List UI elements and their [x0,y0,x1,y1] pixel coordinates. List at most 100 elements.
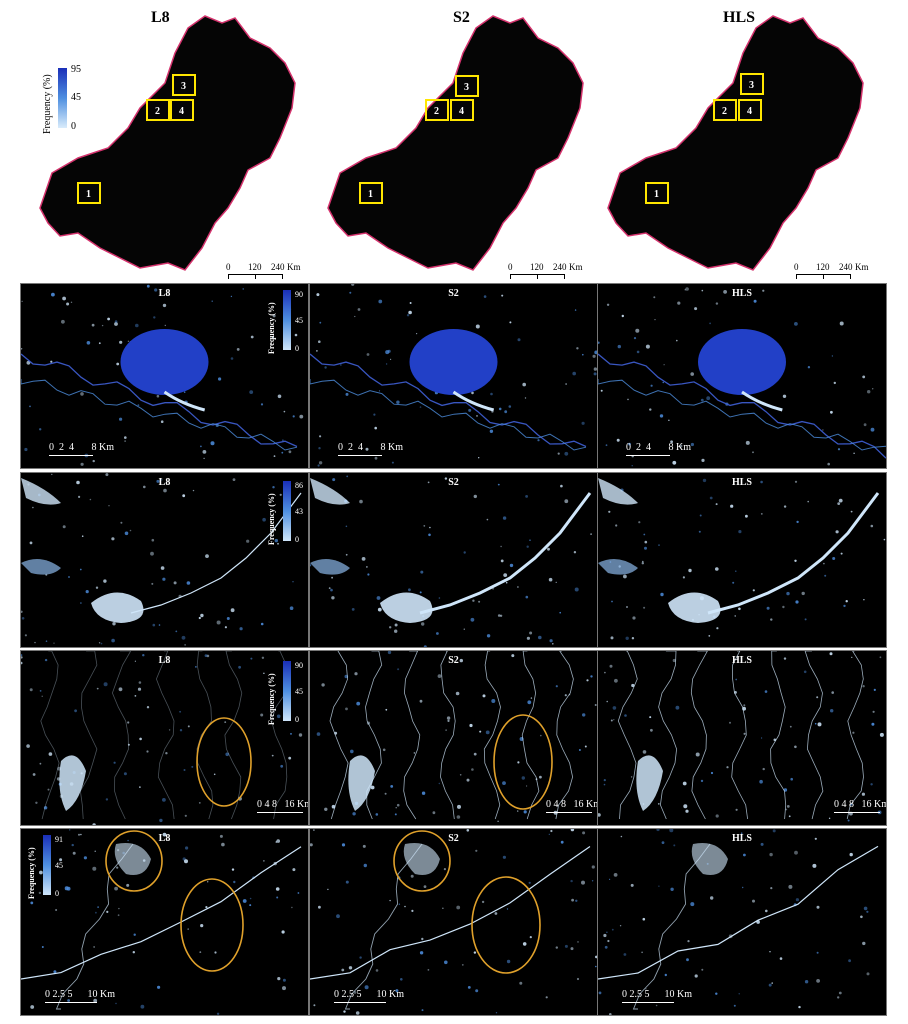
legend-min: 0 [295,344,299,353]
legend-max: 86 [295,481,303,490]
legend-max: 91 [55,835,63,844]
box-2 [713,99,737,121]
legend-min: 0 [295,715,299,724]
overview-map-hls: 1 2 3 4 [598,8,888,280]
panel-title: S2 [448,288,459,299]
box-label-3: 3 [749,80,754,91]
box-1 [77,182,101,204]
detail-panel-row1-hls: HLS 0 2 4 8 Km [597,283,887,469]
scale-tick-1: 120 [816,262,830,272]
panel-scalebar: 0 2.5 5 10 Km [45,989,137,1009]
overview-title-s2: S2 [453,9,470,26]
panel-title: HLS [731,655,752,666]
box-4 [738,99,762,121]
overview-legend-min: 0 [71,121,76,132]
legend-label: Frequency (%) [267,673,276,725]
box-3 [455,75,479,97]
detail-panel-row4-hls: HLS 0 2.5 5 10 Km [597,828,887,1016]
scale-tick-2: 240 [839,262,853,272]
box-label-1: 1 [654,189,659,200]
panel-title: L8 [158,655,171,666]
detail-map-imagery [598,651,884,822]
box-3 [172,74,196,96]
scalebar-text: 0 4 8 16 Km [834,799,887,810]
overview-scalebar-l8: 0 120 240 Km [226,262,308,282]
scalebar-line [834,812,880,813]
detail-map-imagery [21,284,304,466]
detail-map-imagery [310,284,597,467]
scale-tick-0: 0 [508,262,513,272]
box-1 [359,182,383,204]
scalebar-line [257,812,303,813]
panel-title: S2 [448,833,459,844]
panel-title: HLS [731,833,752,844]
panel-scalebar: 0 2 4 8 Km [49,442,133,462]
panel-title: L8 [158,288,171,299]
box-label-2: 2 [722,106,727,117]
panel-scalebar: 0 2.5 5 10 Km [622,989,714,1009]
legend-colorbar [283,290,291,350]
scalebar-text: 0 2.5 5 10 Km [622,989,692,1000]
legend-colorbar [43,835,51,895]
detail-map-imagery [310,475,592,647]
panel-title: HLS [731,477,752,488]
scalebar-text: 0 2 4 8 Km [626,442,691,453]
detail-map-imagery [598,478,886,640]
legend-label: Frequency (%) [27,847,36,899]
scalebar-text: 0 2 4 8 Km [338,442,403,453]
scalebar-text: 0 2 4 8 Km [49,442,114,453]
detail-panel-row3-hls: HLS 0 4 8 16 Km [597,650,887,826]
detail-panel-row1-l8: L8 Frequency (%) 90 45 0 0 2 4 8 Km [20,283,309,469]
scale-tick-1: 120 [248,262,262,272]
overview-map-l8-svg: 1 2 3 4 [39,15,296,271]
box-label-1: 1 [86,189,91,200]
legend-colorbar [283,481,291,541]
overview-legend-mid: 45 [71,92,81,103]
legend-colorbar [283,661,291,721]
frequency-legend: Frequency (%) 90 45 0 [267,661,308,731]
basin-outline [39,15,296,271]
detail-map-imagery [598,829,879,1015]
detail-panel-row4-s2: S2 0 2.5 5 10 Km [309,828,598,1016]
detail-panel-row2-hls: HLS [597,472,887,648]
panel-title: L8 [158,833,171,844]
scale-unit: Km [287,262,301,272]
panel-title: S2 [448,477,459,488]
frequency-legend: Frequency (%) 90 45 0 [267,290,308,360]
detail-panel-row3-l8: L8 Frequency (%) 90 45 0 0 4 8 16 Km [20,650,309,826]
box-3 [740,73,764,95]
legend-mid: 45 [295,316,303,325]
detail-panel-row2-l8: L8 Frequency (%) 86 43 0 [20,472,309,648]
scalebar-line [49,455,93,456]
overview-scalebar-s2: 0 120 240 Km [508,262,590,282]
overview-map-s2-svg: 1 2 3 4 [327,15,584,271]
panel-scalebar: 0 2 4 8 Km [338,442,422,462]
scale-tick-0: 0 [794,262,799,272]
overview-legend: Frequency (%) 95 45 0 [42,64,102,136]
box-label-4: 4 [179,106,184,117]
legend-mid: 43 [295,507,303,516]
overview-legend-max: 95 [71,64,81,75]
detail-panel-row2-s2: S2 [309,472,598,648]
panel-title: HLS [731,288,752,299]
scale-tick-2: 240 [271,262,285,272]
panel-title: L8 [158,477,171,488]
box-2 [425,99,449,121]
box-label-1: 1 [368,189,373,200]
box-2 [146,99,170,121]
scale-tick-0: 0 [226,262,231,272]
overview-map-hls-svg: 1 2 3 4 [607,15,864,271]
frequency-legend: Frequency (%) 91 45 0 [27,835,69,905]
panel-title: S2 [448,655,459,666]
detail-map-imagery [21,829,302,1015]
panel-scalebar: 0 4 8 16 Km [546,799,597,819]
frequency-legend: Frequency (%) 86 43 0 [267,481,308,551]
scalebar-text: 0 2.5 5 10 Km [45,989,115,1000]
scalebar-text: 0 4 8 16 Km [257,799,309,810]
box-label-3: 3 [464,82,469,93]
box-label-2: 2 [434,106,439,117]
scalebar-line [334,1002,386,1003]
overview-title-l8: L8 [151,9,170,26]
scalebar-line [338,455,382,456]
scalebar-line [546,812,592,813]
